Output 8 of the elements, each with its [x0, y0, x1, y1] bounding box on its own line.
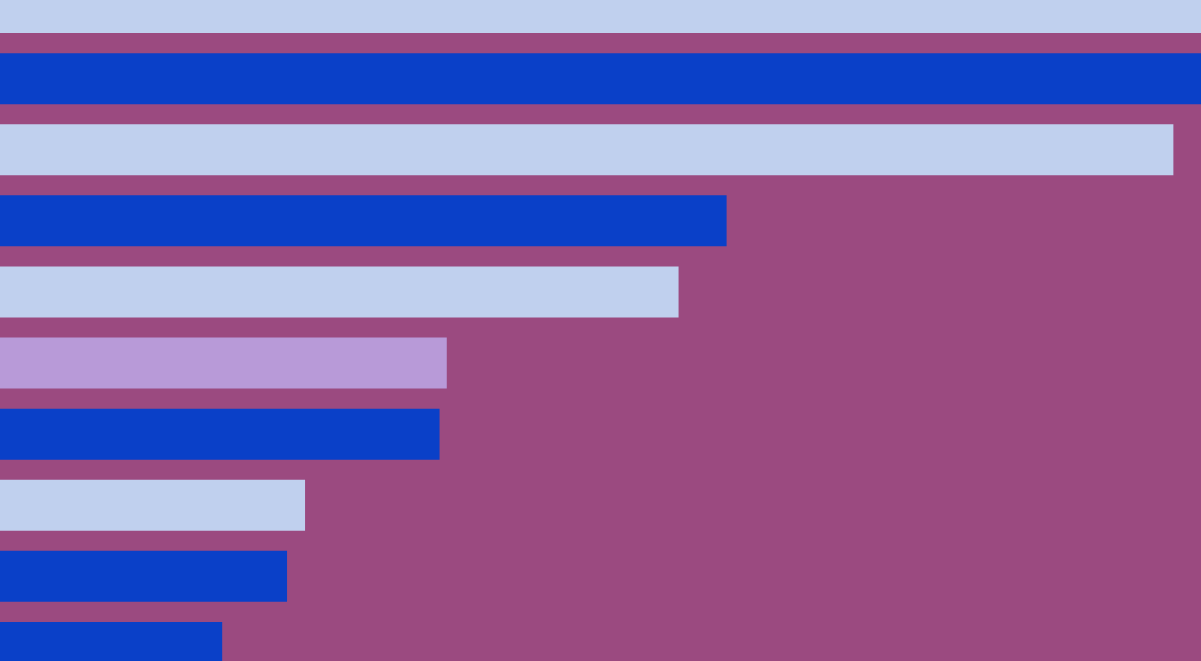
bar [0, 53, 1201, 105]
bar [0, 550, 288, 602]
bar [0, 408, 440, 460]
bar [0, 479, 306, 531]
bar [0, 195, 727, 247]
bar [0, 124, 1174, 176]
bar [0, 266, 679, 318]
bar [0, 337, 447, 389]
